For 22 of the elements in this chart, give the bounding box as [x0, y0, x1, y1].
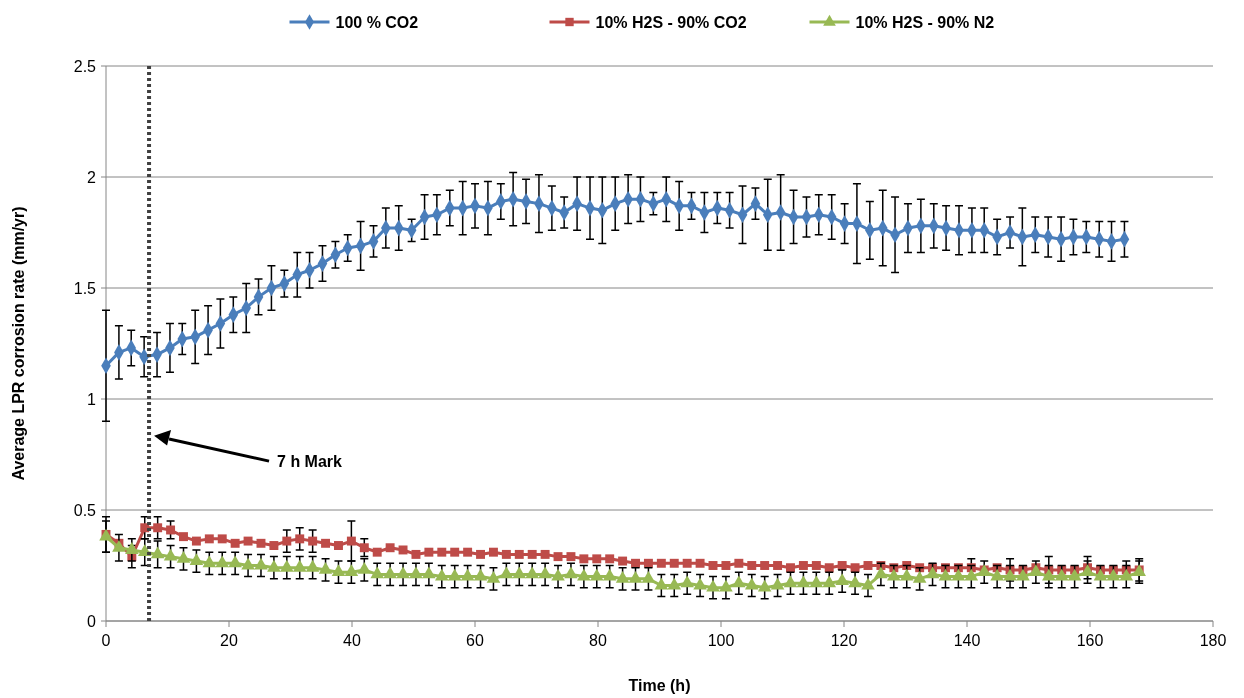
x-tick-label: 160 — [1076, 632, 1104, 649]
legend-label: 10% H2S - 90% N2 — [855, 13, 995, 31]
y-axis-title: Average LPR corrosion rate (mm/yr) — [10, 206, 27, 481]
y-tick-label: 2.5 — [73, 57, 97, 75]
x-tick-label: 140 — [953, 632, 981, 649]
x-tick-label: 0 — [101, 632, 111, 649]
y-tick-label: 1 — [87, 390, 97, 408]
y-tick-label: 2 — [87, 168, 97, 186]
x-tick-label: 100 — [707, 632, 735, 649]
x-axis-title: Time (h) — [628, 677, 691, 694]
x-tick-label: 20 — [220, 632, 238, 649]
legend-label: 100 % CO2 — [335, 13, 419, 31]
annotation: 7 h Mark — [277, 452, 343, 470]
y-tick-label: 0 — [87, 612, 97, 630]
x-tick-label: 60 — [466, 632, 484, 649]
y-tick-label: 0.5 — [73, 501, 97, 519]
x-tick-label: 120 — [830, 632, 858, 649]
legend-label: 10% H2S - 90% CO2 — [595, 13, 747, 31]
x-tick-label: 180 — [1199, 632, 1227, 649]
y-tick-label: 1.5 — [73, 279, 97, 297]
x-tick-label: 40 — [343, 632, 361, 649]
x-tick-label: 80 — [589, 632, 607, 649]
